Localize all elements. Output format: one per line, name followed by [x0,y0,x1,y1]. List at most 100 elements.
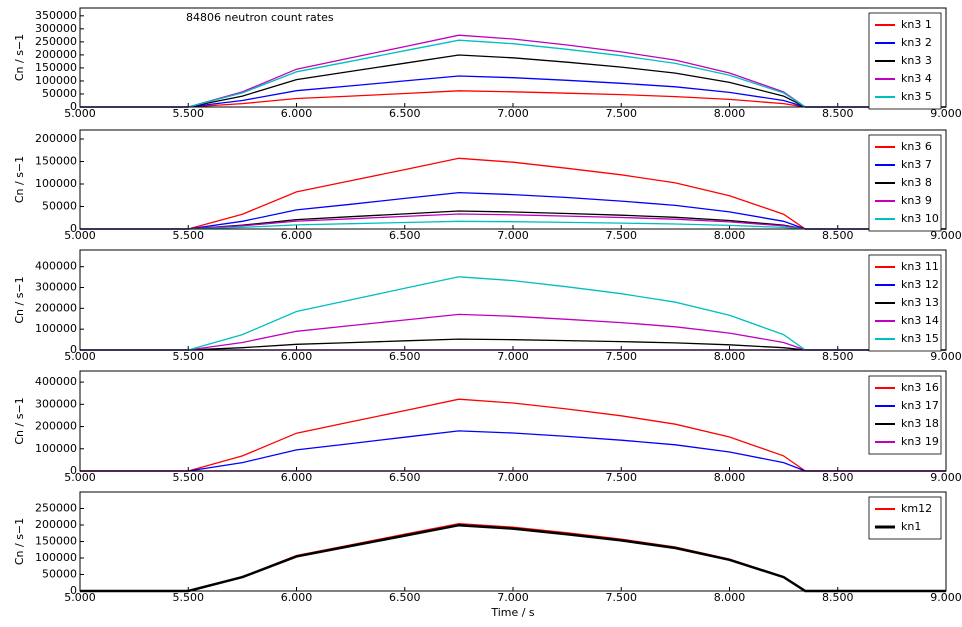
x-tick-label: 5.000 [64,350,96,363]
x-tick-label: 8.000 [714,229,746,242]
y-axis-label: Cn / s−1 [13,518,26,565]
series-line [80,220,946,230]
x-tick-label: 9.000 [930,471,962,484]
x-tick-label: 6.500 [389,350,421,363]
plot-frame [79,491,947,592]
y-tick-label: 200000 [35,420,77,433]
x-tick-label: 5.500 [173,350,205,363]
y-tick-label: 400000 [35,260,77,273]
x-tick-label: 6.500 [389,591,421,604]
x-tick-label: 7.500 [606,591,638,604]
x-tick-label: 5.500 [173,471,205,484]
legend-label: kn3 16 [901,381,939,394]
x-tick-label: 5.000 [64,107,96,120]
x-tick-label: 8.000 [714,471,746,484]
chart-title: 84806 neutron count rates [186,11,334,24]
y-tick-label: 0 [70,100,77,113]
series-line [80,430,946,472]
x-tick-label: 5.500 [173,107,205,120]
x-tick-label: 5.000 [64,471,96,484]
y-tick-label: 100000 [35,322,77,335]
legend-label: kn3 17 [901,399,939,412]
y-tick-label: 350000 [35,9,77,22]
series-line [80,157,946,230]
legend-box [868,496,942,540]
legend-label: kn3 7 [901,158,932,171]
x-tick-label: 7.500 [606,229,638,242]
y-tick-label: 50000 [42,568,77,581]
x-tick-label: 8.500 [822,471,854,484]
x-tick-label: 6.000 [281,229,313,242]
y-tick-label: 300000 [35,22,77,35]
y-tick-label: 250000 [35,35,77,48]
legend-label: kn3 8 [901,176,932,189]
y-tick-label: 200000 [35,48,77,61]
x-tick-label: 5.500 [173,591,205,604]
x-tick-label: 8.500 [822,229,854,242]
series-line [80,398,946,472]
x-tick-label: 7.000 [497,591,529,604]
legend-label: kn3 5 [901,90,932,103]
x-tick-label: 5.000 [64,229,96,242]
series-line [80,34,946,108]
legend-label: kn3 10 [901,212,939,225]
x-tick-label: 7.000 [497,229,529,242]
series-line [80,90,946,108]
y-tick-label: 100000 [35,442,77,455]
x-tick-label: 5.500 [173,229,205,242]
legend-label: kn3 9 [901,194,932,207]
y-tick-label: 150000 [35,535,77,548]
y-tick-label: 250000 [35,502,77,515]
y-axis-label: Cn / s−1 [13,276,26,323]
y-tick-label: 0 [70,584,77,597]
y-tick-label: 100000 [35,551,77,564]
plot-frame [79,129,947,230]
x-tick-label: 6.000 [281,107,313,120]
y-tick-label: 50000 [42,200,77,213]
y-tick-label: 200000 [35,132,77,145]
legend-label: kn3 18 [901,417,939,430]
y-tick-label: 50000 [42,87,77,100]
legend-label: kn3 6 [901,140,932,153]
plot-frame [79,249,947,351]
x-tick-label: 6.500 [389,107,421,120]
x-axis-label: Time / s [490,606,535,619]
series-line [80,276,946,351]
legend-label: kn3 15 [901,332,939,345]
y-tick-label: 200000 [35,301,77,314]
y-tick-label: 100000 [35,177,77,190]
x-tick-label: 9.000 [930,107,962,120]
legend-label: kn3 19 [901,435,939,448]
y-tick-label: 0 [70,464,77,477]
series-line [80,39,946,108]
x-tick-label: 6.000 [281,471,313,484]
series-line [80,191,946,230]
series-line [80,338,946,351]
y-tick-label: 150000 [35,155,77,168]
y-tick-label: 300000 [35,397,77,410]
plot-frame [79,370,947,472]
legend-label: kn3 11 [901,260,939,273]
x-tick-label: 7.500 [606,350,638,363]
x-tick-label: 7.000 [497,107,529,120]
series-line [80,75,946,108]
x-tick-label: 7.000 [497,350,529,363]
x-tick-label: 8.000 [714,591,746,604]
y-tick-label: 300000 [35,281,77,294]
x-tick-label: 8.500 [822,591,854,604]
x-tick-label: 7.500 [606,471,638,484]
y-tick-label: 200000 [35,518,77,531]
x-tick-label: 8.500 [822,107,854,120]
y-axis-label: Cn / s−1 [13,156,26,203]
legend-label: kn3 1 [901,18,932,31]
x-tick-label: 9.000 [930,350,962,363]
x-tick-label: 6.500 [389,471,421,484]
x-tick-label: 6.000 [281,591,313,604]
series-line [80,522,946,592]
legend-label: kn3 14 [901,314,939,327]
y-axis-label: Cn / s−1 [13,34,26,81]
legend-label: kn3 2 [901,36,932,49]
y-tick-label: 0 [70,222,77,235]
legend-label: km12 [901,502,932,515]
